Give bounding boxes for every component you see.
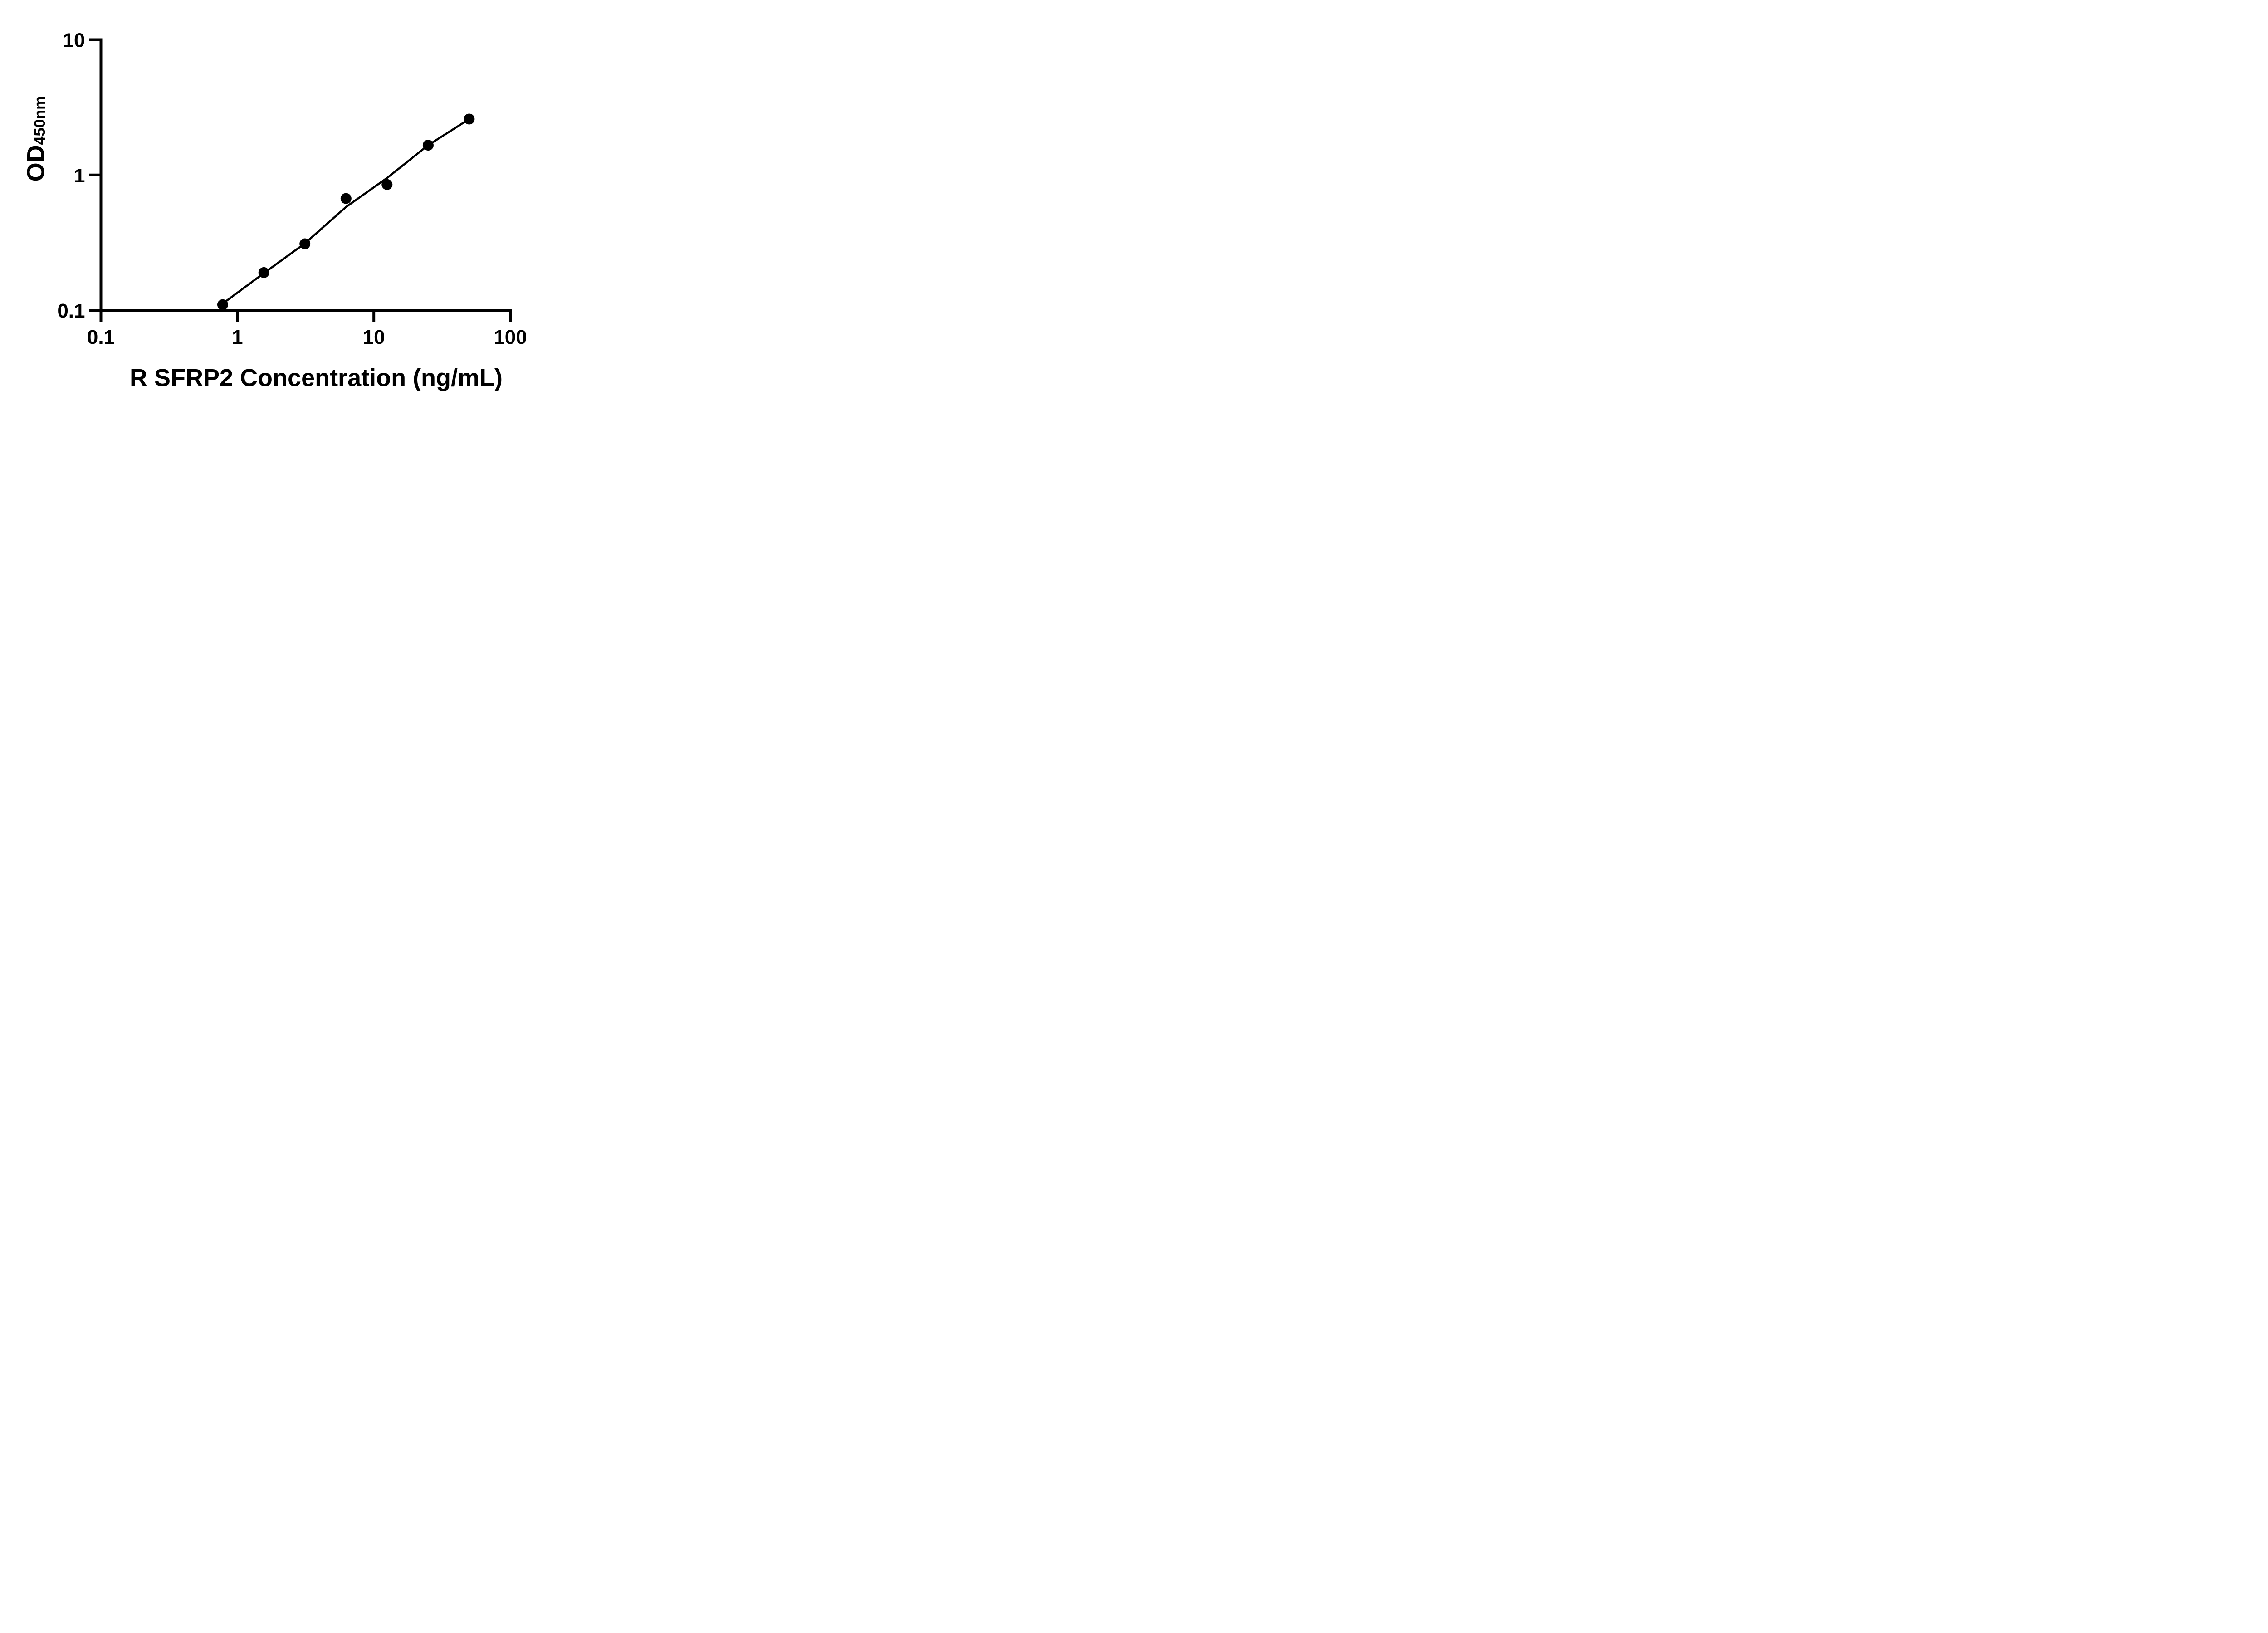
- x-tick-label: 10: [363, 326, 385, 348]
- elisa-standard-curve-figure: 0.1 1 10 0.1 1 10 100 OD450nm R SFRP2 Concentr…: [0, 0, 572, 408]
- y-axis-label: OD450nm: [22, 48, 49, 230]
- y-tick-label: 10: [63, 29, 85, 52]
- x-tick-label: 100: [494, 326, 527, 348]
- y-axis-label-subscript: 450nm: [31, 96, 49, 145]
- y-tick-label: 0.1: [57, 300, 85, 322]
- data-point: [464, 113, 475, 125]
- x-tick-label: 0.1: [87, 326, 115, 348]
- y-tick-label: 1: [74, 165, 85, 187]
- data-point: [299, 238, 311, 249]
- x-axis-title: R SFRP2 Concentration (ng/mL): [130, 364, 503, 391]
- x-tick-label: 1: [232, 326, 243, 348]
- y-axis-label-main: OD: [22, 145, 49, 182]
- data-point: [422, 140, 434, 151]
- data-point: [381, 179, 393, 190]
- standard-curve-plot: 0.1 1 10 0.1 1 10 100: [57, 29, 527, 349]
- data-point: [217, 299, 228, 310]
- data-point: [258, 267, 269, 278]
- data-point: [340, 193, 352, 204]
